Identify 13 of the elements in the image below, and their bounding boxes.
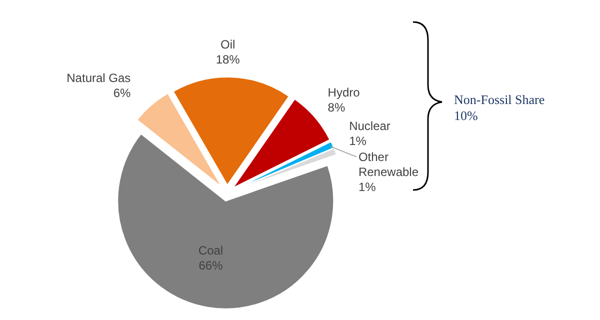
data-label: 18% [216, 52, 240, 66]
slice-label: Nuclear [349, 118, 390, 133]
data-label: 1% [349, 134, 367, 148]
slice-label: Oil [220, 37, 236, 52]
data-label: 1% [358, 180, 376, 194]
slice-label: Hydro [328, 86, 360, 100]
data-label: 6% [113, 86, 132, 100]
data-label: 8% [328, 100, 346, 115]
slice-label: Natural Gas [66, 71, 131, 86]
data-label: 66% [198, 258, 224, 272]
text: Non-Fossil Share 10% [454, 92, 545, 123]
slice-label: Coal [198, 243, 224, 258]
slice-label: Other Renewable [358, 150, 419, 179]
